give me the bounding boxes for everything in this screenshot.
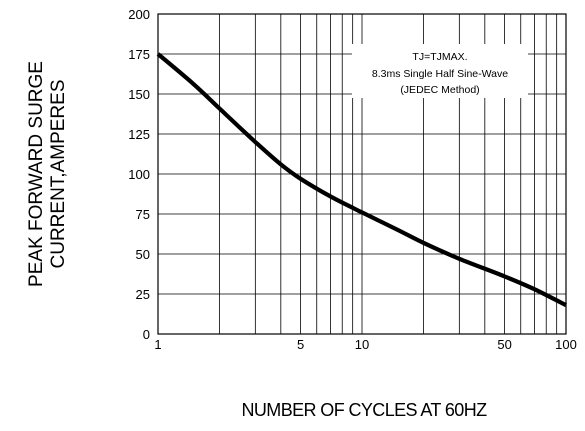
x-axis-label: NUMBER OF CYCLES AT 60HZ (242, 400, 488, 420)
y-tick-label: 175 (128, 47, 150, 62)
annotation-line-3: (JEDEC Method) (400, 84, 479, 96)
y-tick-label: 200 (128, 7, 150, 22)
annotation-box: TJ=TJMAX. 8.3ms Single Half Sine-Wave (J… (352, 44, 528, 98)
x-tick-label: 1 (154, 337, 161, 352)
x-tick-label: 50 (497, 337, 511, 352)
y-axis-label-line-2: CURRENT,AMPERES (48, 80, 69, 269)
series-line (156, 52, 567, 308)
y-tick-label: 25 (136, 287, 150, 302)
y-tick-label: 75 (136, 207, 150, 222)
x-tick-labels: 1 5 10 50 100 (154, 337, 576, 352)
annotation-line-2: 8.3ms Single Half Sine-Wave (372, 68, 508, 80)
x-tick-label: 5 (297, 337, 304, 352)
y-tick-label: 100 (128, 167, 150, 182)
y-tick-label: 50 (136, 247, 150, 262)
y-axis-label-line-1: PEAK FORWARD SURGE (26, 61, 47, 287)
y-tick-label: 125 (128, 127, 150, 142)
y-tick-label: 0 (143, 327, 150, 342)
annotation-line-1: TJ=TJMAX. (412, 51, 467, 63)
plot-frame (157, 13, 567, 335)
x-tick-label: 100 (555, 337, 577, 352)
y-tick-labels: 0 25 50 75 100 125 150 175 200 (128, 7, 150, 342)
x-tick-label: 10 (355, 337, 369, 352)
y-tick-label: 150 (128, 87, 150, 102)
